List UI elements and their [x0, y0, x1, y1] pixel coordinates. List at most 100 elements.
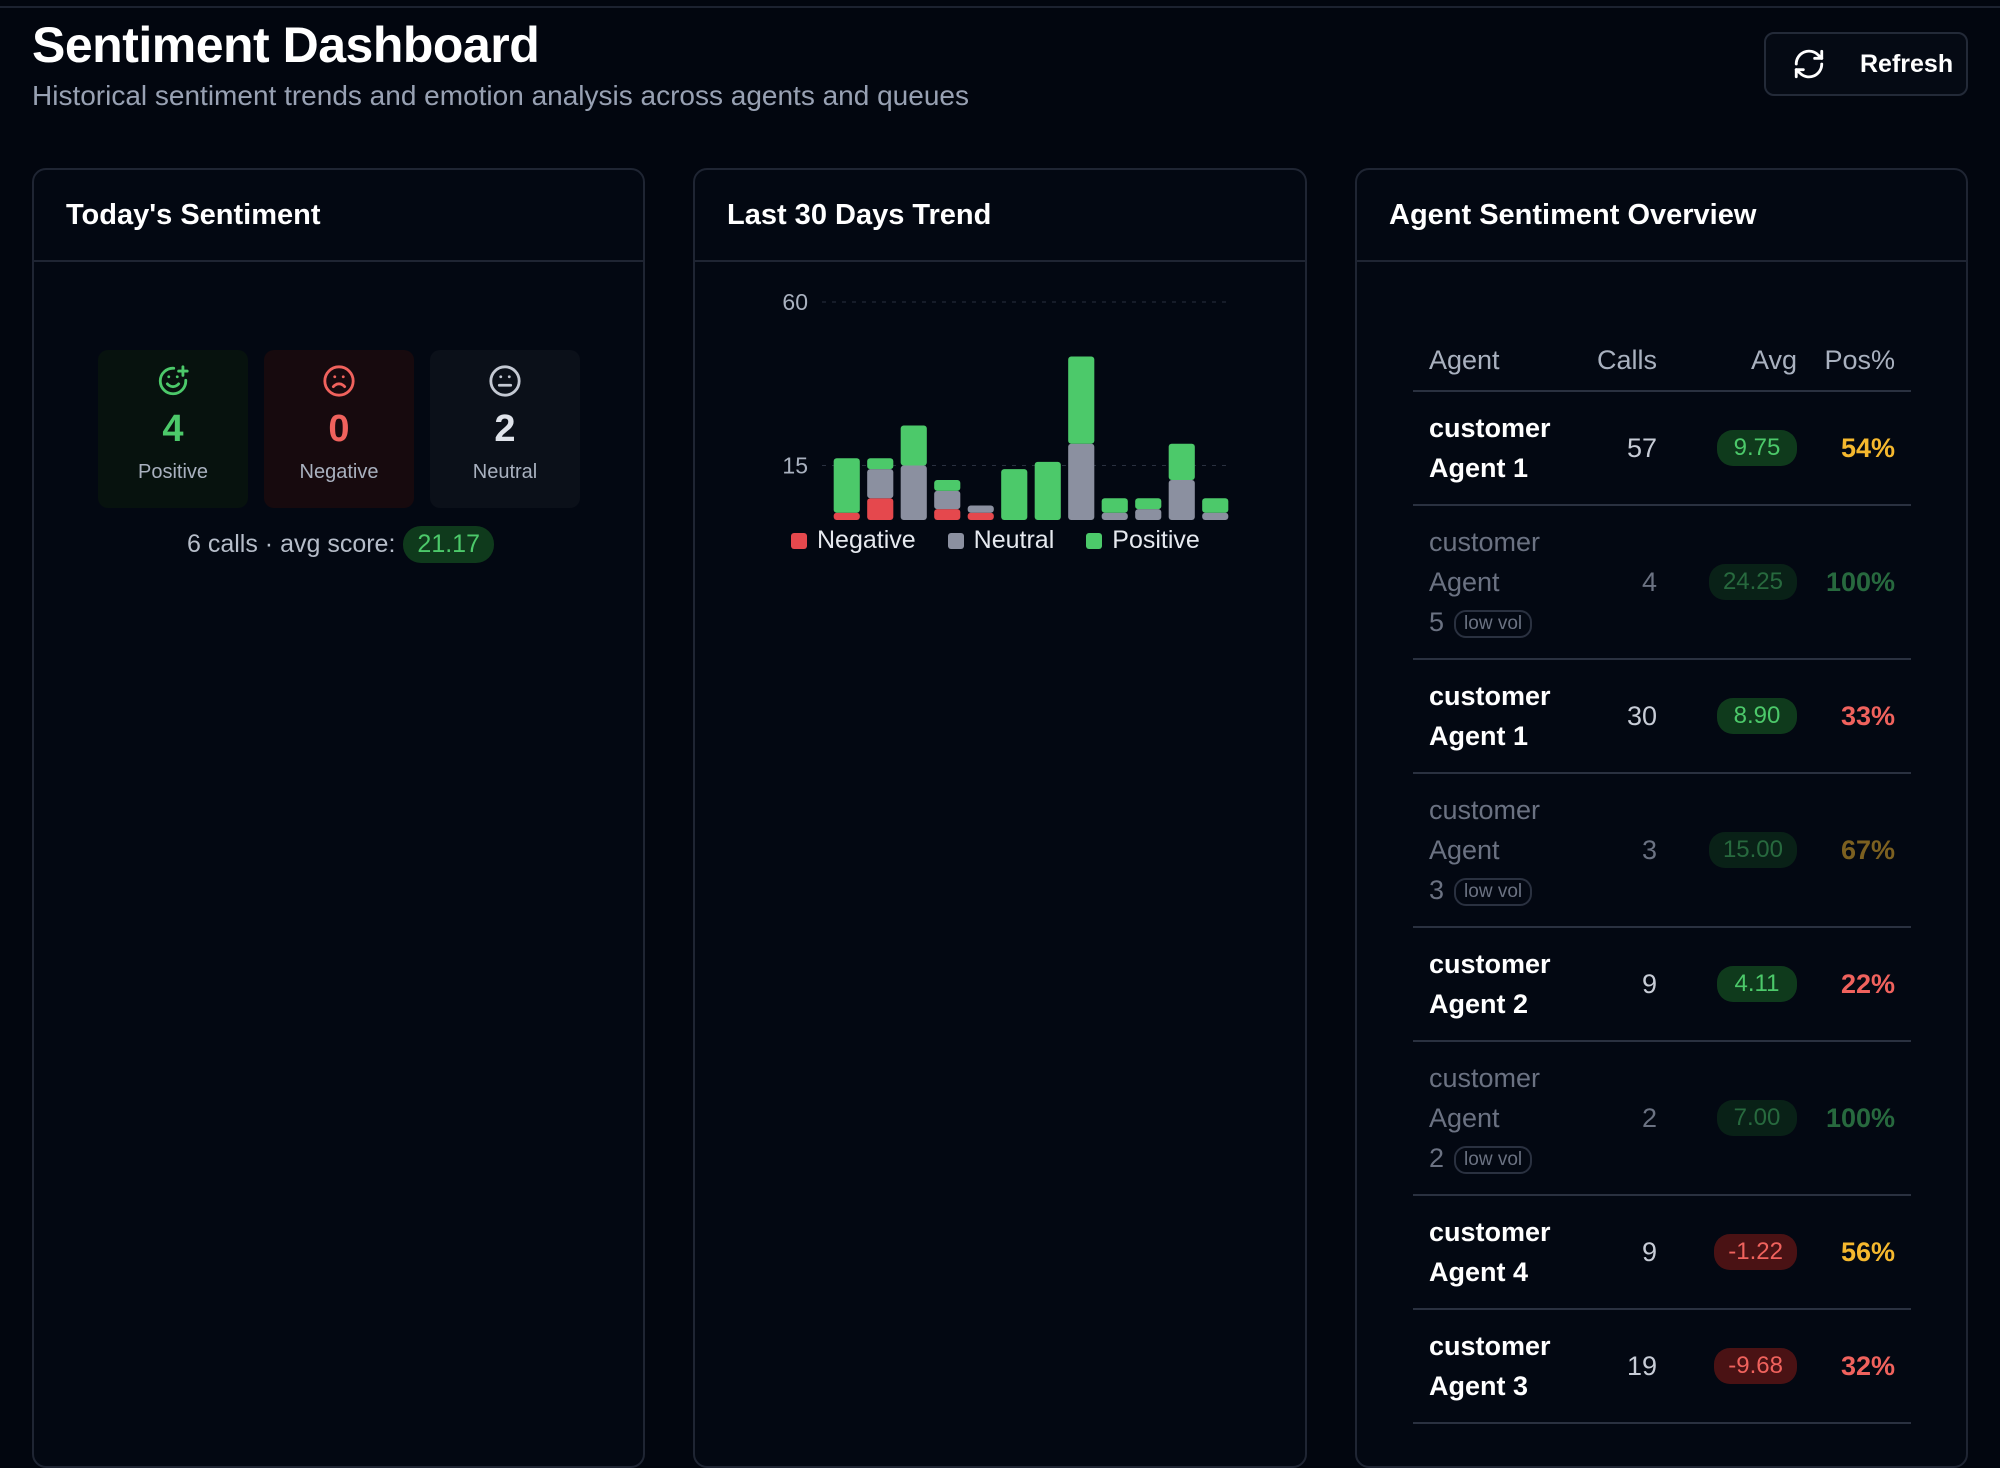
agent-name-line: customer	[1429, 527, 1541, 557]
legend-item[interactable]: Neutral	[947, 526, 1054, 555]
calls-count: 30	[1626, 700, 1657, 731]
bar-segment-positive[interactable]	[934, 480, 961, 491]
table-row[interactable]: customer Agent 2 9 4.11 22%	[1413, 928, 1911, 1042]
bar-segment-positive[interactable]	[900, 425, 927, 466]
avg-score-badge: 7.00	[1717, 1100, 1797, 1136]
low-volume-badge: low vol	[1454, 877, 1533, 906]
bar-segment-positive[interactable]	[1202, 498, 1229, 513]
table-row[interactable]: customer Agent 2 low vol 2 7.00 100%	[1413, 1042, 1911, 1196]
legend-item[interactable]: Positive	[1086, 526, 1200, 555]
bar-segment-positive[interactable]	[867, 458, 894, 470]
calls-count: 9	[1641, 1236, 1657, 1267]
calls-count: 4	[1641, 566, 1657, 597]
table-body: customer Agent 1 57 9.75 54% customer Agent 5 lo…	[1413, 392, 1911, 1424]
avg-score-badge: -1.22	[1714, 1234, 1797, 1270]
bar-segment-neutral[interactable]	[934, 490, 961, 510]
bar-segment-negative[interactable]	[967, 512, 994, 520]
y-tick-label: 15	[782, 453, 808, 479]
agent-overview-card: Agent Sentiment Overview Agent Calls Avg…	[1355, 168, 1968, 1468]
avg-cell: 9.75	[1657, 430, 1797, 466]
today-summary: 6 calls · avg score: 21.17	[34, 526, 647, 563]
avg-cell: 15.00	[1657, 832, 1797, 868]
avg-cell: -9.68	[1657, 1348, 1797, 1384]
positive-percent: 56%	[1840, 1236, 1895, 1267]
bar-segment-positive[interactable]	[1135, 498, 1162, 510]
col-calls[interactable]: Calls	[1596, 344, 1657, 375]
agent-name-line: customer	[1429, 681, 1551, 711]
agent-name-line: customer	[1429, 1063, 1541, 1093]
bar-segment-positive[interactable]	[1101, 498, 1128, 513]
agent-name-line: customer	[1429, 1217, 1551, 1247]
calls-count: 9	[1641, 968, 1657, 999]
bar-segment-neutral[interactable]	[967, 505, 994, 513]
refresh-icon	[1794, 49, 1824, 79]
bar-segment-positive[interactable]	[1034, 461, 1061, 520]
page-title: Sentiment Dashboard	[32, 17, 540, 73]
bar-segment-positive[interactable]	[833, 458, 860, 513]
avg-score-badge: 4.11	[1717, 966, 1797, 1002]
table-row[interactable]: customer Agent 5 low vol 4 24.25 100%	[1413, 506, 1911, 660]
avg-score-badge: 24.25	[1708, 564, 1797, 600]
agent-name: customer Agent 5 low vol	[1413, 522, 1573, 642]
neutral-count: 2	[494, 408, 516, 450]
table-row[interactable]: customer Agent 1 57 9.75 54%	[1413, 392, 1911, 506]
agent-name-line: 2	[1429, 1143, 1445, 1173]
agent-name-line: Agent 1	[1429, 453, 1529, 483]
positive-percent: 33%	[1840, 700, 1895, 731]
refresh-button[interactable]: Refresh	[1764, 32, 1968, 96]
legend-label: Negative	[817, 526, 916, 554]
avg-cell: -1.22	[1657, 1234, 1797, 1270]
agent-name-line: 5	[1429, 607, 1445, 637]
bar-segment-neutral[interactable]	[1168, 480, 1195, 520]
summary-text: 6 calls · avg score:	[187, 530, 396, 558]
bar-segment-negative[interactable]	[833, 512, 860, 520]
bar-segment-neutral[interactable]	[1202, 512, 1229, 520]
agent-name-line: Agent 2	[1429, 989, 1529, 1019]
bar-segment-positive[interactable]	[1001, 469, 1028, 520]
table-row[interactable]: customer Agent 3 19 -9.68 32%	[1413, 1310, 1911, 1424]
bar-segment-neutral[interactable]	[867, 469, 894, 499]
agent-name: customer Agent 4	[1413, 1212, 1573, 1292]
page-subtitle: Historical sentiment trends and emotion …	[32, 80, 969, 111]
table-row[interactable]: customer Agent 3 low vol 3 15.00 67%	[1413, 774, 1911, 928]
trend-chart: 156007-0307-0607-1507-22	[782, 289, 1232, 521]
col-avg[interactable]: Avg	[1750, 344, 1797, 375]
bar-segment-positive[interactable]	[1168, 443, 1195, 481]
neutral-tile: 2 Neutral	[430, 350, 580, 508]
table-row[interactable]: customer Agent 1 30 8.90 33%	[1413, 660, 1911, 774]
refresh-label: Refresh	[1860, 49, 1954, 78]
bar-segment-neutral[interactable]	[1068, 443, 1095, 520]
calls-count: 57	[1626, 432, 1657, 463]
bar-segment-neutral[interactable]	[1135, 509, 1162, 520]
positive-percent: 67%	[1840, 834, 1895, 865]
bar-segment-negative[interactable]	[934, 509, 961, 520]
col-pos[interactable]: Pos%	[1824, 344, 1895, 375]
bar-segment-positive[interactable]	[1068, 356, 1095, 444]
avg-score-badge: -9.68	[1714, 1348, 1797, 1384]
meh-icon	[489, 365, 521, 397]
y-tick-label: 60	[782, 289, 808, 315]
positive-label: Positive	[137, 461, 209, 483]
negative-tile: 0 Negative	[264, 350, 414, 508]
agent-name-line: customer	[1429, 1331, 1551, 1361]
positive-percent: 100%	[1825, 566, 1895, 597]
legend-swatch	[947, 532, 964, 549]
smile-plus-icon	[158, 365, 189, 396]
agent-name: customer Agent 2 low vol	[1413, 1058, 1573, 1178]
agent-name-line: Agent 3	[1429, 1371, 1529, 1401]
top-divider	[0, 6, 2000, 8]
calls-count: 3	[1641, 834, 1657, 865]
legend-label: Positive	[1112, 526, 1200, 554]
col-agent[interactable]: Agent	[1429, 344, 1500, 375]
legend-item[interactable]: Negative	[791, 526, 916, 555]
low-volume-badge: low vol	[1454, 609, 1533, 638]
agent-table: Agent Calls Avg Pos% customer Agent 1 57 9.…	[1413, 330, 1911, 1424]
bar-segment-negative[interactable]	[867, 498, 894, 520]
positive-percent: 54%	[1840, 432, 1895, 463]
agent-name-line: Agent 1	[1429, 721, 1529, 751]
bar-segment-neutral[interactable]	[1101, 512, 1128, 520]
agent-name: customer Agent 1	[1413, 676, 1573, 756]
table-row[interactable]: customer Agent 4 9 -1.22 56%	[1413, 1196, 1911, 1310]
bar-segment-neutral[interactable]	[900, 465, 927, 521]
positive-percent: 32%	[1840, 1350, 1895, 1381]
